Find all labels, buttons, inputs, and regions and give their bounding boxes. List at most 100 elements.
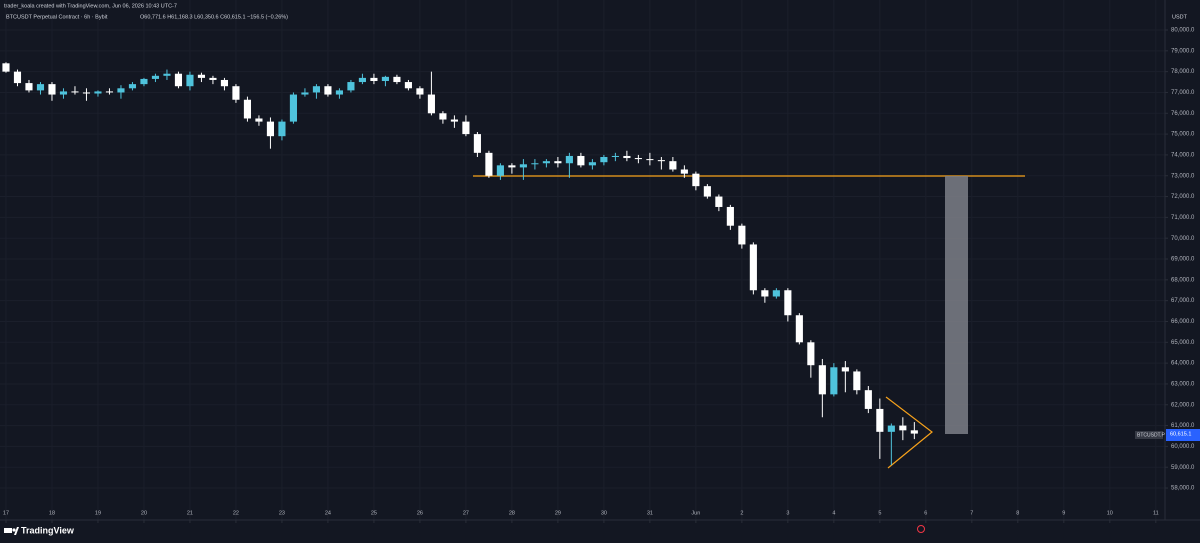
candle-body <box>738 225 746 245</box>
x-tick-label: 25 <box>371 510 377 516</box>
y-tick-label: 76,000.0 <box>1171 111 1195 117</box>
symbol-tag <box>1135 431 1163 439</box>
candle-body <box>25 83 33 91</box>
y-tick-label: 78,000.0 <box>1171 69 1195 75</box>
x-tick-label: 11 <box>1153 510 1159 516</box>
candle-body <box>473 134 481 153</box>
y-tick-label: 73,000.0 <box>1171 173 1195 179</box>
y-tick-label: 64,000.0 <box>1171 361 1195 367</box>
x-tick-label: Jun <box>691 510 700 516</box>
credit: trader_koala created with TradingView.co… <box>4 3 177 9</box>
candle-body <box>324 86 332 95</box>
candle-body <box>795 315 803 343</box>
candle-body <box>197 74 206 78</box>
candle-body <box>232 86 240 100</box>
measure-box <box>945 176 968 434</box>
candle-body <box>439 113 447 120</box>
candle-body <box>186 74 194 87</box>
candle-body <box>600 157 608 163</box>
x-tick-label: 26 <box>417 510 423 516</box>
candle-body <box>347 82 355 91</box>
candle-body <box>393 76 401 83</box>
triangle-pattern <box>885 396 933 469</box>
candle-body <box>174 73 183 87</box>
brand: TradingView <box>21 525 75 535</box>
price-tag <box>1166 429 1200 441</box>
candle-body <box>864 390 872 409</box>
y-tick-label: 66,000.0 <box>1171 319 1195 325</box>
candle-body <box>703 186 711 197</box>
x-tick-label: 7 <box>970 510 973 516</box>
y-tick-label: 69,000.0 <box>1171 257 1195 263</box>
x-tick-label: 19 <box>95 510 101 516</box>
candle-body <box>496 165 504 176</box>
x-tick-label: 2 <box>740 510 743 516</box>
candle-body <box>36 84 45 91</box>
y-tick-label: 70,000.0 <box>1171 236 1195 242</box>
candle-body <box>623 155 631 159</box>
candle-body <box>220 79 229 87</box>
candle-body <box>761 290 769 297</box>
candle-body <box>784 290 792 316</box>
y-tick-label: 75,000.0 <box>1171 132 1195 138</box>
candle-body <box>830 367 838 395</box>
candle-body <box>209 77 217 80</box>
candle-body <box>680 169 688 174</box>
x-tick-label: 6 <box>924 510 927 516</box>
candle-body <box>117 88 125 93</box>
candle-body <box>151 75 160 79</box>
candle-body <box>163 73 171 76</box>
x-tick-label: 8 <box>1016 510 1019 516</box>
x-tick-label: 24 <box>325 510 331 516</box>
candle-body <box>876 408 884 432</box>
candle-body <box>841 367 849 372</box>
candle-body <box>508 165 516 168</box>
candle-body <box>13 71 22 84</box>
grid <box>0 0 1165 520</box>
candle-body <box>726 206 734 226</box>
last-price: 60,615.1 <box>1170 431 1191 437</box>
candle-body <box>48 84 56 95</box>
y-tick-label: 72,000.0 <box>1171 194 1195 200</box>
candle-body <box>611 155 619 158</box>
candle-body <box>2 63 10 72</box>
brand-logo <box>4 527 19 535</box>
x-tick-label: 20 <box>141 510 147 516</box>
candle-body <box>266 121 275 137</box>
candle-body <box>485 152 493 176</box>
candle-body <box>59 91 68 95</box>
y-tick-label: 59,000.0 <box>1171 465 1195 471</box>
x-tick-label: 9 <box>1062 510 1065 516</box>
x-tick-label: 22 <box>233 510 239 516</box>
y-tick-label: 65,000.0 <box>1171 340 1195 346</box>
candle-body <box>404 82 412 89</box>
y-tick-label: 80,000.0 <box>1171 28 1195 34</box>
candle-body <box>554 161 562 164</box>
x-tick-label: 30 <box>601 510 607 516</box>
candle-body <box>71 91 79 93</box>
candle-body <box>577 155 585 166</box>
candle-body <box>312 86 320 93</box>
candle-body <box>692 173 700 187</box>
x-tick-label: 23 <box>279 510 285 516</box>
candle-body <box>531 163 539 165</box>
y-tick-label: 60,000.0 <box>1171 444 1195 450</box>
x-tick-label: 3 <box>786 510 789 516</box>
candle-body <box>807 342 815 366</box>
y-tick-label: 67,000.0 <box>1171 298 1195 304</box>
candle-body <box>818 365 826 395</box>
candle-body <box>278 121 286 137</box>
candle-body <box>588 162 596 166</box>
candle-body <box>910 430 918 434</box>
x-tick-label: 21 <box>187 510 193 516</box>
candle-body <box>646 159 654 161</box>
ohlc-legend: O60,771.6 H61,168.3 L60,350.6 C60,615.1 … <box>140 14 288 20</box>
x-tick-label: 5 <box>878 510 881 516</box>
candle-body <box>105 91 114 93</box>
candle-body <box>82 92 91 94</box>
candle-body <box>427 94 435 114</box>
candles <box>2 62 918 466</box>
candle-body <box>381 76 389 82</box>
